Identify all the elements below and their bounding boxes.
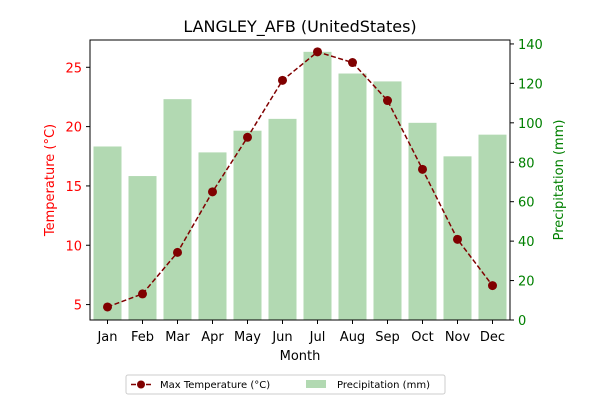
- x-tick-label-sep: Sep: [375, 330, 400, 345]
- line-layer: [103, 47, 497, 312]
- right-tick-label-120: 120: [518, 77, 543, 92]
- x-tick-label-aug: Aug: [340, 330, 365, 345]
- precip-bar-aug: [338, 73, 367, 321]
- precip-bar-dec: [478, 134, 507, 320]
- left-tick-label-25: 25: [65, 61, 82, 76]
- right-tick-label-40: 40: [518, 235, 535, 250]
- legend-label-precipitation: Precipitation (mm): [337, 380, 430, 391]
- temperature-point-apr: [208, 187, 217, 197]
- x-tick-label-jun: Jun: [271, 330, 292, 345]
- axes-layer: Jan Feb Mar Apr May Jun Jul Aug Sep Oct Nov Dec 5 10 1…: [65, 38, 542, 345]
- precip-bar-jul: [303, 51, 332, 320]
- temperature-point-nov: [453, 234, 462, 244]
- chart-title: LANGLEY_AFB (UnitedStates): [183, 17, 416, 37]
- precip-bar-sep: [373, 81, 402, 320]
- legend-line-marker: [137, 380, 145, 389]
- precip-bar-apr: [198, 152, 227, 320]
- x-axis-label: Month: [280, 349, 321, 364]
- precip-bar-jan: [93, 146, 122, 320]
- temperature-point-dec: [488, 281, 497, 291]
- left-tick-label-15: 15: [65, 180, 82, 195]
- precip-bar-may: [233, 130, 262, 320]
- precip-bar-jun: [268, 118, 297, 321]
- right-tick-label-0: 0: [518, 314, 526, 329]
- right-axis-label: Precipitation (mm): [552, 120, 567, 241]
- temperature-point-mar: [173, 247, 182, 257]
- left-tick-label-10: 10: [65, 239, 82, 254]
- temperature-point-jun: [278, 75, 287, 85]
- plot-frame: [89, 39, 511, 321]
- x-tick-label-jul: Jul: [309, 330, 326, 345]
- x-tick-label-mar: Mar: [165, 330, 190, 345]
- right-tick-label-100: 100: [518, 117, 543, 132]
- legend-frame: [125, 374, 446, 395]
- right-tick-label-140: 140: [518, 38, 543, 53]
- temperature-point-sep: [383, 96, 392, 106]
- x-tick-label-dec: Dec: [480, 330, 505, 345]
- precip-bar-feb: [128, 176, 157, 320]
- x-tick-label-may: May: [234, 330, 261, 345]
- temperature-point-jan: [103, 302, 112, 312]
- legend-bar-swatch: [306, 380, 326, 388]
- temperature-point-jul: [313, 47, 322, 57]
- legend: Max Temperature (°C) Precipitation (mm): [125, 374, 446, 395]
- left-tick-label-20: 20: [65, 121, 82, 136]
- left-axis-label: Temperature (°C): [43, 124, 58, 237]
- precip-bar-mar: [163, 99, 192, 321]
- x-tick-label-nov: Nov: [445, 330, 471, 345]
- temperature-point-may: [243, 132, 252, 142]
- right-tick-label-80: 80: [518, 156, 535, 171]
- temperature-line: [107, 51, 494, 308]
- right-tick-label-20: 20: [518, 275, 535, 290]
- right-tick-label-60: 60: [518, 196, 535, 211]
- x-tick-label-oct: Oct: [411, 330, 433, 345]
- x-tick-label-jan: Jan: [96, 330, 117, 345]
- x-tick-label-apr: Apr: [201, 330, 224, 345]
- temperature-point-aug: [348, 58, 357, 68]
- legend-label-temperature: Max Temperature (°C): [160, 380, 270, 391]
- precip-bar-oct: [408, 122, 437, 320]
- temperature-point-feb: [138, 289, 147, 299]
- temperature-point-oct: [418, 164, 427, 174]
- x-tick-label-feb: Feb: [131, 330, 154, 345]
- left-tick-label-5: 5: [74, 299, 82, 314]
